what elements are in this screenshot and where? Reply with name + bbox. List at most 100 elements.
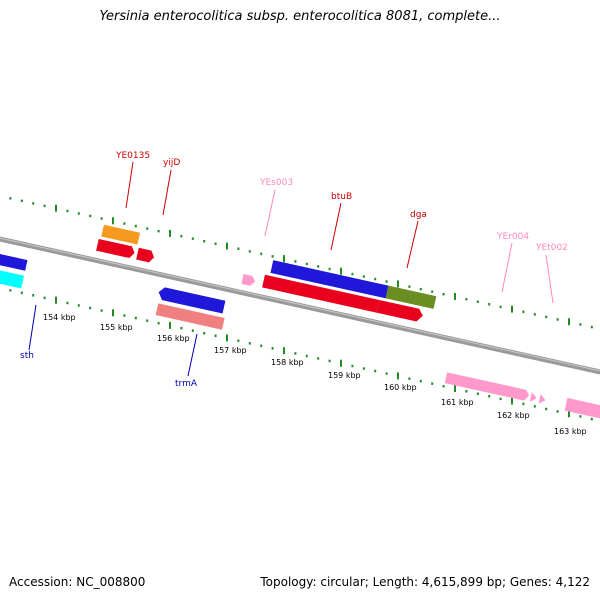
feature-trma-cds: [158, 287, 226, 314]
feature-yet002-rna-b: [538, 394, 546, 404]
major-tick: [112, 217, 114, 225]
major-tick: [112, 309, 114, 317]
minor-tick: [146, 319, 149, 322]
major-tick: [226, 334, 228, 342]
feature-dga-olive: [385, 285, 437, 309]
minor-tick: [32, 294, 35, 297]
minor-tick: [9, 289, 12, 292]
gene-label-sth: sth: [20, 351, 34, 361]
minor-tick: [488, 395, 491, 398]
minor-tick: [419, 287, 422, 291]
minor-tick: [123, 314, 126, 317]
minor-tick: [545, 315, 548, 319]
major-tick: [283, 255, 285, 263]
minor-tick: [191, 237, 194, 240]
minor-tick: [66, 301, 69, 305]
major-tick: [568, 318, 570, 326]
minor-tick: [556, 318, 559, 321]
major-tick: [169, 321, 171, 329]
gene-label-trma: trmA: [175, 379, 198, 389]
minor-tick: [579, 415, 582, 418]
minor-tick: [260, 252, 263, 256]
feature-btub-cds-blue: [270, 260, 389, 299]
minor-tick: [408, 285, 411, 288]
minor-tick: [66, 209, 69, 213]
minor-tick: [579, 323, 582, 326]
minor-tick: [100, 309, 103, 312]
minor-tick: [328, 267, 331, 271]
scale-label: 155 kbp: [100, 323, 133, 332]
leader-trma: [187, 333, 198, 377]
minor-tick: [419, 379, 422, 383]
genome-stats-label: Topology: circular; Length: 4,615,899 bp…: [260, 575, 590, 589]
minor-tick: [431, 290, 434, 293]
minor-tick: [556, 410, 559, 413]
scale-label: 162 kbp: [497, 411, 530, 420]
major-tick: [511, 305, 513, 313]
minor-tick: [499, 305, 502, 309]
minor-tick: [123, 222, 126, 225]
feature-yet002-rna-a: [529, 392, 537, 402]
minor-tick: [385, 280, 388, 283]
minor-tick: [488, 303, 491, 306]
minor-tick: [431, 382, 434, 385]
minor-tick: [317, 265, 320, 268]
minor-tick: [89, 306, 92, 310]
minor-tick: [351, 272, 354, 276]
minor-tick: [20, 291, 23, 295]
major-tick: [169, 229, 171, 237]
scale-label: 154 kbp: [43, 313, 76, 322]
minor-tick: [465, 390, 468, 393]
minor-tick: [408, 377, 411, 380]
minor-tick: [146, 227, 149, 230]
minor-tick: [77, 212, 80, 215]
leader-btub: [330, 202, 342, 251]
minor-tick: [260, 344, 263, 348]
minor-tick: [351, 364, 354, 368]
minor-tick: [248, 342, 251, 345]
minor-tick: [374, 369, 377, 373]
gene-label-dga: dga: [410, 210, 427, 220]
major-tick: [454, 293, 456, 300]
feature-yer004-rna: [444, 372, 530, 401]
minor-tick: [362, 367, 365, 370]
scale-label: 161 kbp: [441, 398, 474, 407]
major-tick: [511, 397, 513, 405]
minor-tick: [533, 313, 536, 316]
scale-label: 159 kbp: [328, 371, 361, 380]
feature-yes003-rna: [241, 274, 256, 286]
minor-tick: [43, 204, 46, 208]
minor-tick: [134, 224, 137, 228]
leader-yer004: [501, 242, 513, 293]
gene-labels: YE0135 yijD YEs003 btuB dga YEr004 YEt00…: [20, 151, 568, 389]
gene-leader-lines: [28, 161, 554, 377]
minor-tick: [476, 392, 479, 395]
genome-backbone: [0, 236, 600, 375]
major-tick: [55, 204, 57, 212]
leader-yijd: [162, 169, 172, 216]
minor-tick: [134, 316, 137, 320]
scale-label: 157 kbp: [214, 346, 247, 355]
major-tick: [454, 385, 456, 392]
gene-label-yijd: yijD: [163, 158, 180, 168]
minor-tick: [294, 352, 297, 355]
scale-label: 158 kbp: [271, 358, 304, 367]
minor-tick: [9, 197, 12, 200]
minor-tick: [203, 332, 206, 335]
minor-tick: [533, 405, 536, 408]
minor-tick: [77, 304, 80, 307]
minor-tick: [157, 321, 160, 325]
major-tick: [226, 242, 228, 250]
major-tick: [283, 347, 285, 355]
minor-tick: [590, 417, 593, 421]
major-tick: [397, 280, 399, 288]
minor-tick: [545, 407, 548, 411]
minor-tick: [43, 296, 46, 300]
feature-pink-right-edge: [564, 397, 600, 424]
tick-row-lower: [9, 289, 593, 421]
minor-tick: [499, 397, 502, 401]
accession-label: Accession: NC_008800: [9, 575, 146, 589]
minor-tick: [203, 240, 206, 243]
minor-tick: [157, 229, 160, 233]
leader-yes003: [264, 189, 276, 237]
